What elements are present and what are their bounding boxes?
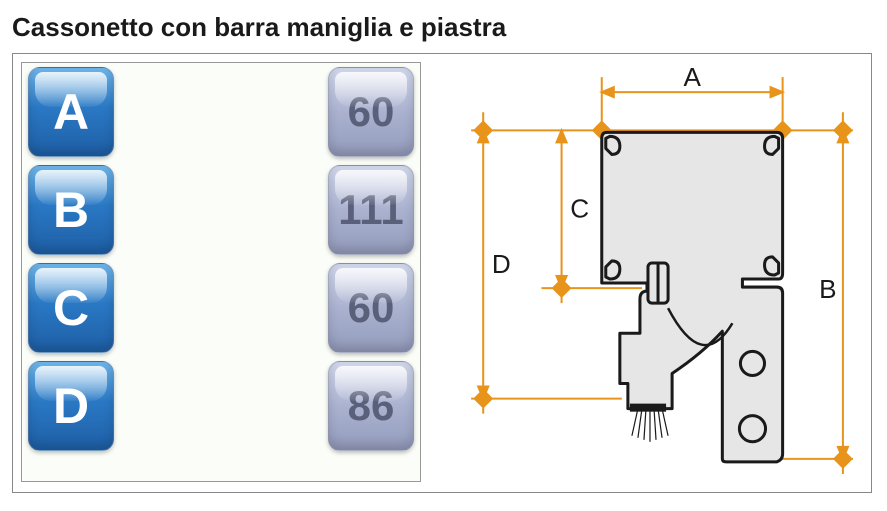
main-container: A 60 B 111 C 60 D 86: [12, 53, 872, 493]
dim-B-label: B: [819, 274, 836, 304]
dim-C-label: C: [570, 194, 589, 224]
dim-label-A[interactable]: A: [28, 67, 114, 157]
dim-label-B[interactable]: B: [28, 165, 114, 255]
dim-D-label: D: [492, 249, 511, 279]
section-svg: A D C B: [441, 62, 863, 484]
table-row: C 60: [22, 259, 420, 357]
brush-holder: [630, 404, 666, 412]
table-row: A 60: [22, 63, 420, 161]
dimension-table: A 60 B 111 C 60 D 86: [21, 62, 421, 482]
dim-value-D[interactable]: 86: [328, 361, 414, 451]
page-title: Cassonetto con barra maniglia e piastra: [12, 12, 875, 43]
cross-section-diagram: A D C B: [441, 62, 863, 484]
dim-label-D[interactable]: D: [28, 361, 114, 451]
dim-A-label: A: [683, 62, 701, 92]
dim-label-C[interactable]: C: [28, 263, 114, 353]
table-row: B 111: [22, 161, 420, 259]
dim-value-B[interactable]: 111: [328, 165, 414, 255]
table-row: D 86: [22, 357, 420, 455]
dim-value-A[interactable]: 60: [328, 67, 414, 157]
dim-value-C[interactable]: 60: [328, 263, 414, 353]
